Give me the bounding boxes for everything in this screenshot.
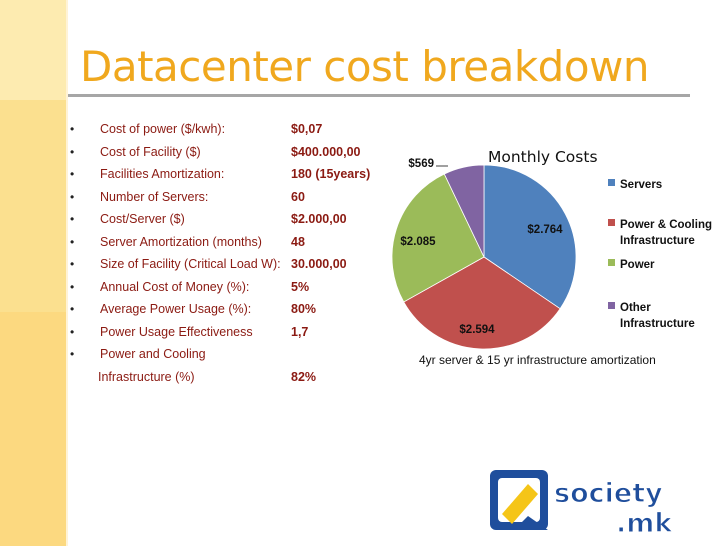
parameter-value: 60: [291, 189, 305, 204]
parameter-value: 1,7: [291, 324, 309, 339]
parameter-label: Average Power Usage (%):: [100, 302, 252, 316]
legend-label: Servers: [620, 179, 662, 191]
pie-data-label: $2.594: [459, 324, 495, 336]
legend-swatch: [608, 179, 615, 186]
stripe-divider: [66, 0, 68, 546]
pie-data-label: $2.085: [400, 236, 436, 248]
legend-label: Power & Cooling: [620, 219, 712, 231]
pie-data-label: $569: [408, 158, 434, 170]
parameter-label: Server Amortization (months): [100, 234, 262, 249]
pie-data-label: $2.764: [527, 224, 563, 236]
legend-entry: Power: [608, 259, 655, 271]
slide-title: Datacenter cost breakdown: [80, 42, 649, 91]
logo-text-society: society: [554, 478, 663, 509]
parameter-value: 5%: [291, 279, 310, 294]
bullet-dot: •: [70, 234, 75, 249]
bullet-dot: •: [70, 347, 75, 361]
parameter-label: Size of Facility (Critical Load W):: [100, 257, 281, 271]
parameter-label: Infrastructure (%): [98, 369, 195, 384]
parameter-item: • Annual Cost of Money (%): 5%: [70, 280, 370, 303]
bullet-dot: •: [70, 324, 75, 339]
pie-slice: [403, 256, 561, 350]
bullet-dot: •: [70, 257, 75, 271]
bullet-dot: •: [70, 212, 75, 226]
legend-label: Infrastructure: [620, 318, 695, 330]
chart-caption: 4yr server & 15 yr infrastructure amorti…: [419, 353, 656, 367]
parameter-label: Facilities Amortization:: [100, 167, 225, 181]
monthly-costs-pie-chart: $2.764 $2.594 $2.085 $569 Monthly Costs Serve…: [391, 148, 712, 350]
parameter-value: 180 (15years): [291, 167, 371, 181]
pie-slice: [443, 164, 485, 258]
title-underline: [68, 94, 690, 97]
legend-swatch: [608, 302, 615, 309]
bullet-dot: •: [70, 144, 75, 159]
parameter-value: 30.000,00: [291, 257, 347, 271]
parameter-label: Cost/Server ($): [100, 212, 185, 226]
legend-entry: Power & Cooling Infrastructure: [608, 219, 712, 247]
bullet-dot: •: [70, 279, 75, 294]
society-mk-logo: society .mk: [490, 470, 674, 538]
parameter-value: 80%: [291, 302, 317, 316]
legend-label: Power: [620, 259, 655, 271]
parameter-label: Annual Cost of Money (%):: [100, 279, 250, 294]
logo-text-mk: .mk: [616, 508, 673, 538]
parameter-label: Power and Cooling: [100, 347, 206, 361]
parameter-item: • Size of Facility (Critical Load W): 30.0…: [70, 257, 370, 280]
parameter-label: Cost of power ($/kwh):: [100, 122, 226, 136]
parameter-value: 82%: [291, 369, 317, 384]
parameter-label: Number of Servers:: [100, 189, 209, 204]
parameter-value: $2.000,00: [291, 212, 347, 226]
legend-entry: Servers: [608, 179, 662, 191]
parameter-item: • Cost/Server ($) $2.000,00: [70, 212, 370, 235]
parameter-item: • Facilities Amortization: 180 (15years): [70, 167, 370, 190]
bullet-dot: •: [70, 122, 75, 136]
bullet-dot: •: [70, 189, 75, 204]
legend-label: Infrastructure: [620, 235, 695, 247]
decorative-stripe-top: [0, 0, 66, 100]
parameter-item: • Power Usage Effectiveness 1,7: [70, 325, 370, 348]
parameter-item: • Average Power Usage (%): 80%: [70, 302, 370, 325]
bullet-dot: •: [70, 167, 75, 181]
legend-entry: Other Infrastructure: [608, 302, 695, 330]
decorative-stripe-bottom: [0, 312, 66, 546]
decorative-stripe-middle: [0, 100, 66, 312]
chart-title: Monthly Costs: [488, 148, 598, 166]
parameter-list: • Cost of power ($/kwh): $0,07 • Cost of Fac…: [70, 122, 370, 392]
legend-label: Other: [620, 302, 651, 314]
pie-slice: [391, 173, 485, 303]
parameter-item: Infrastructure (%) 82%: [70, 370, 370, 392]
parameter-item: • Number of Servers: 60: [70, 190, 370, 213]
parameter-item: • Cost of Facility ($) $400.000,00: [70, 145, 370, 168]
parameter-value: $400.000,00: [291, 144, 361, 159]
parameter-value: 48: [291, 234, 305, 249]
bullet-dot: •: [70, 302, 75, 316]
legend-swatch: [608, 219, 615, 226]
logo-q-stripe: [502, 484, 538, 524]
parameter-label: Power Usage Effectiveness: [100, 324, 253, 339]
parameter-item: • Server Amortization (months) 48: [70, 235, 370, 258]
parameter-value: $0,07: [291, 122, 323, 136]
parameter-label: Cost of Facility ($): [100, 144, 201, 159]
legend-swatch: [608, 259, 615, 266]
pie-slice: [483, 164, 577, 310]
parameter-item: • Power and Cooling: [70, 347, 370, 370]
logo-q-tail: [522, 516, 548, 530]
parameter-item: • Cost of power ($/kwh): $0,07: [70, 122, 370, 145]
